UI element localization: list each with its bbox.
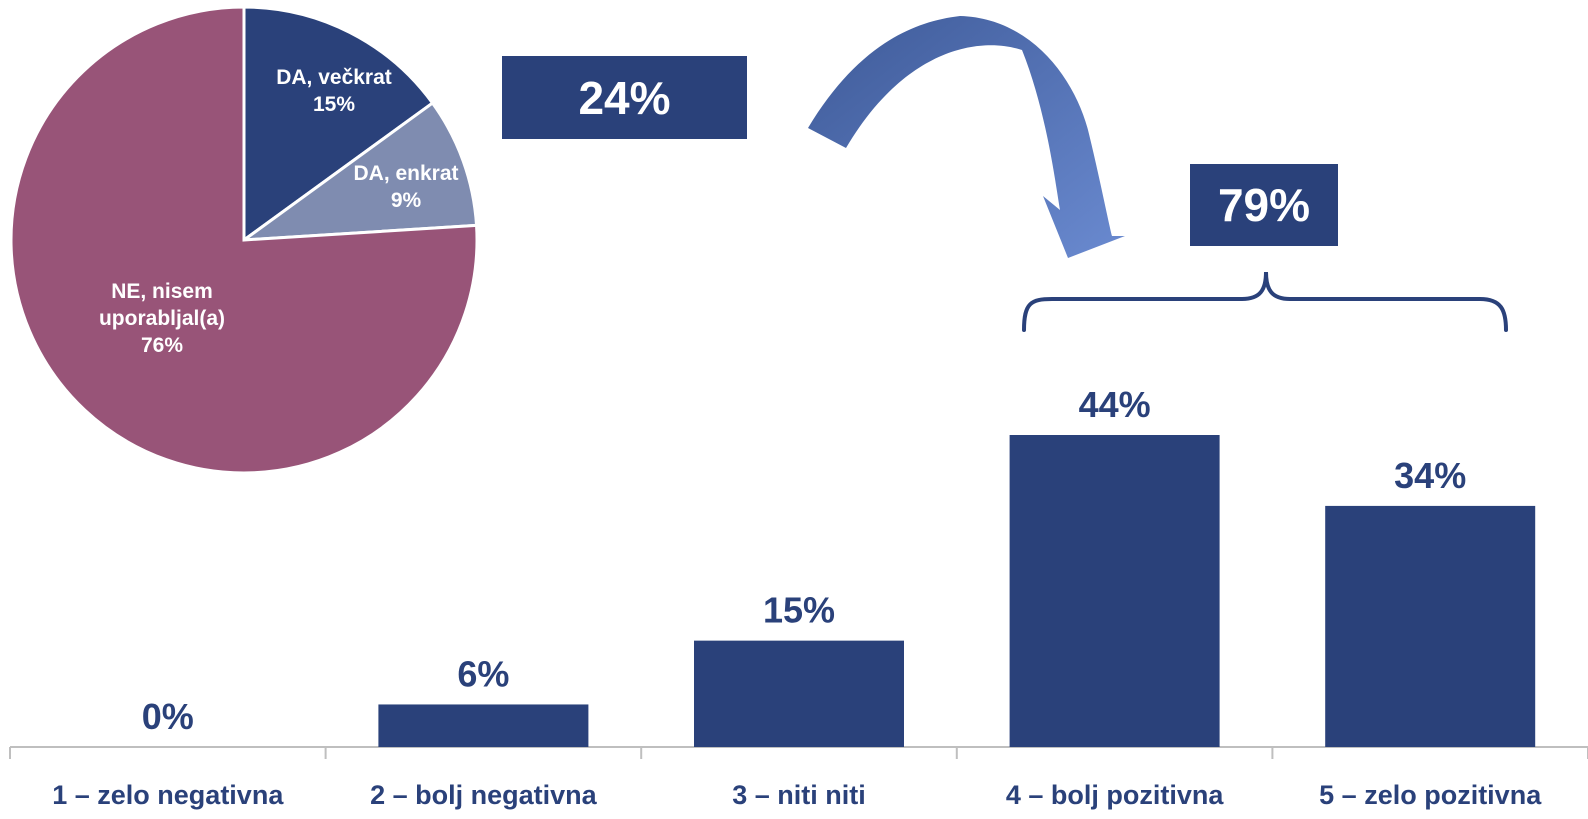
x-tick-label: 1 – zelo negativna — [52, 780, 284, 810]
pie-slice-label: DA, enkrat 9% — [353, 162, 458, 212]
bar — [694, 640, 904, 747]
bar-value-label: 6% — [457, 653, 509, 694]
pie-slice-label: DA, večkrat 15% — [276, 66, 392, 116]
pie-chart — [9, 5, 479, 475]
curved-arrow-icon — [808, 16, 1125, 258]
pie-slice-label: NE, nisem uporabljal(a) 76% — [99, 280, 225, 357]
bar — [378, 704, 589, 747]
x-tick-label: 3 – niti niti — [732, 780, 866, 810]
x-tick-label: 4 – bolj pozitivna — [1006, 780, 1225, 810]
x-tick-label: 2 – bolj negativna — [370, 780, 598, 810]
pie-labels: DA, večkrat 15% DA, enkrat 9% NE, nisem upora… — [99, 66, 459, 357]
pie-slice — [238, 100, 479, 242]
bracket-icon — [1022, 271, 1508, 332]
bar-value-label: 15% — [763, 590, 835, 631]
bar-value-label: 0% — [142, 696, 194, 737]
pie-slice — [9, 5, 479, 475]
bar — [1009, 435, 1220, 747]
bar-chart: 0% 1 – zelo negativna 6% 2 – bolj negativna… — [9, 384, 1588, 810]
pie-slice — [242, 5, 435, 243]
pie-share-callout: 24% — [502, 56, 747, 139]
bar-value-label: 34% — [1394, 455, 1466, 496]
bar — [1325, 505, 1536, 747]
x-tick-label: 5 – zelo pozitivna — [1319, 780, 1542, 810]
positive-share-callout: 79% — [1190, 164, 1338, 246]
bar-value-label: 44% — [1079, 384, 1151, 425]
